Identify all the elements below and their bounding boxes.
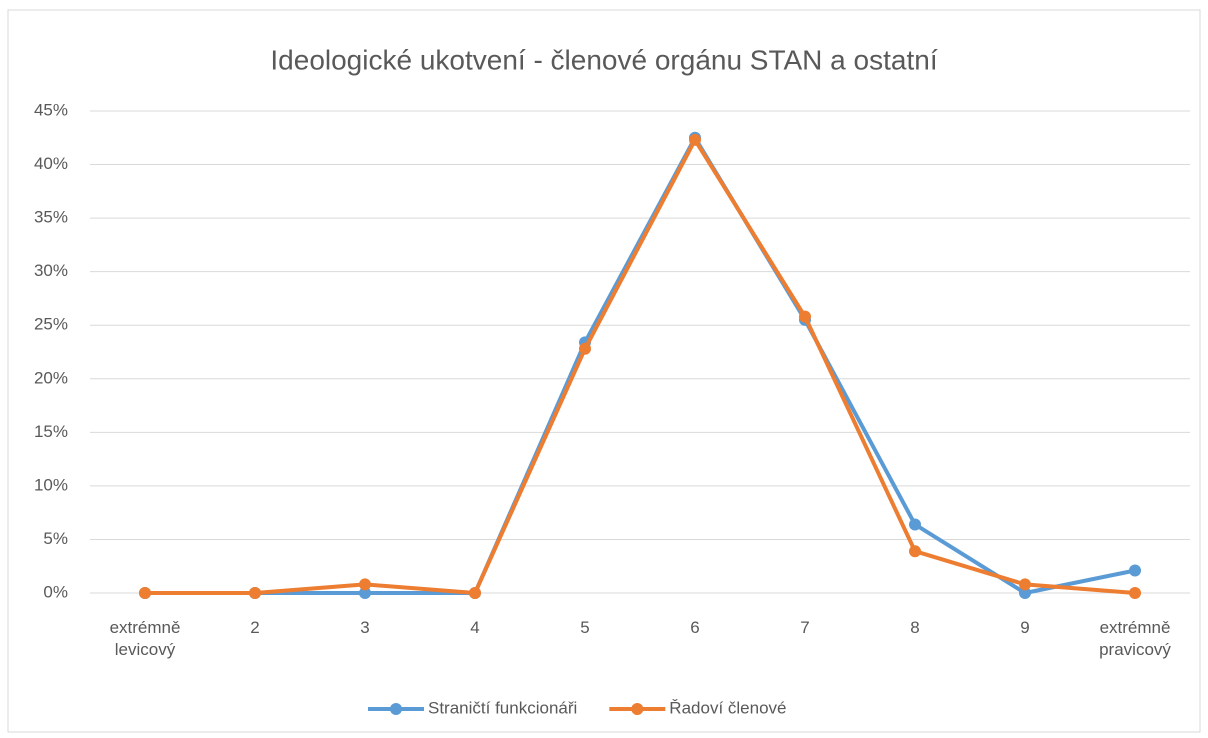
x-tick-label: 9 xyxy=(1020,618,1030,637)
data-point xyxy=(1129,564,1141,577)
y-tick-label: 25% xyxy=(34,315,68,334)
x-tick-label: 3 xyxy=(360,618,370,637)
data-point xyxy=(909,518,921,531)
x-tick-label: extrémně levicový xyxy=(109,618,181,659)
y-tick-label: 45% xyxy=(34,100,68,119)
legend-label: Straničtí funkcionáři xyxy=(428,698,577,717)
legend-marker xyxy=(631,703,644,715)
y-tick-label: 10% xyxy=(34,475,68,494)
x-tick-label: 8 xyxy=(910,618,920,637)
x-tick-label: 7 xyxy=(800,618,810,637)
data-point xyxy=(1019,578,1031,591)
y-tick-label: 20% xyxy=(34,368,68,387)
x-tick-label: 5 xyxy=(580,618,590,637)
legend-marker xyxy=(390,703,402,715)
data-point xyxy=(469,587,481,599)
x-tick-label: extrémně pravicový xyxy=(1099,618,1171,659)
data-point xyxy=(1019,587,1031,599)
data-point xyxy=(909,545,921,558)
chart-border xyxy=(7,9,1201,733)
x-tick-label: 4 xyxy=(470,618,480,637)
data-point xyxy=(249,587,261,599)
data-point xyxy=(689,133,701,146)
x-tick-label: 2 xyxy=(250,618,260,637)
y-tick-label: 35% xyxy=(34,208,68,227)
y-tick-label: 30% xyxy=(34,261,68,280)
y-tick-label: 0% xyxy=(43,582,68,601)
x-tick-label: 6 xyxy=(690,618,700,637)
data-point xyxy=(139,587,151,599)
y-tick-label: 40% xyxy=(34,154,68,173)
series-line xyxy=(145,137,1136,595)
data-point xyxy=(359,587,371,599)
data-point xyxy=(1129,587,1141,599)
y-tick-label: 15% xyxy=(34,422,68,441)
chart-title: Ideologické ukotvení - členové orgánu ST… xyxy=(270,44,937,75)
y-tick-label: 5% xyxy=(43,529,68,548)
data-point xyxy=(799,310,811,323)
data-point xyxy=(579,342,591,355)
data-point xyxy=(359,578,371,591)
legend-label: Řadoví členové xyxy=(669,698,786,717)
